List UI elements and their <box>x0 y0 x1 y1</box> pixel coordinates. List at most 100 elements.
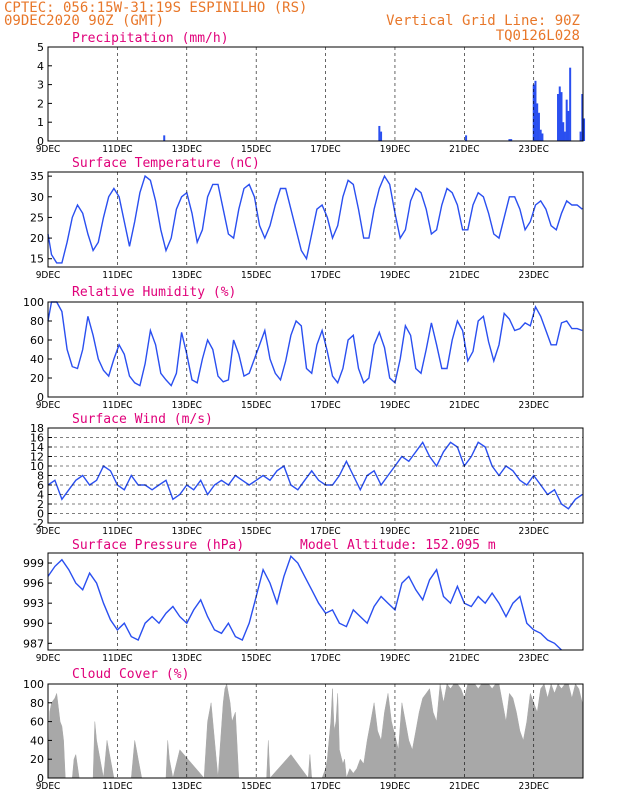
y-tick-label: 10 <box>30 460 44 473</box>
panel-frame <box>47 171 584 268</box>
x-tick-label: 23DEC <box>519 270 549 281</box>
y-tick-label: 993 <box>23 597 44 610</box>
y-tick-label: 16 <box>30 432 44 445</box>
y-tick-label: 0 <box>37 391 44 404</box>
precip-bar <box>583 118 586 141</box>
panel-frame <box>47 683 584 779</box>
precip-bar <box>558 86 561 141</box>
header-date: 09DEC2020 90Z (GMT) <box>4 13 164 29</box>
panel-1: Surface Temperature (nC) 9DEC 11DEC 13DEC 15… <box>30 156 584 281</box>
y-tick-label: 100 <box>23 678 44 691</box>
precip-bar <box>508 139 511 141</box>
y-tick-label: 6 <box>37 479 44 492</box>
precip-bar <box>567 110 570 141</box>
precip-bar <box>163 135 166 141</box>
y-tick-label: 20 <box>30 753 44 766</box>
y-tick-label: 20 <box>30 372 44 385</box>
x-tick-label: 23DEC <box>519 653 549 664</box>
x-tick-label: 15DEC <box>241 781 271 792</box>
y-tick-label: 5 <box>37 41 44 54</box>
x-tick-label: 15DEC <box>241 144 271 155</box>
precip-bar <box>560 92 563 141</box>
panel-0: Precipitation (mm/h) 9DEC 11DEC 13DEC 15DEC 1… <box>36 31 586 155</box>
precip-bar <box>557 94 560 141</box>
y-tick-label: 0 <box>37 135 44 148</box>
precip-bar <box>579 131 582 141</box>
x-tick-label: 17DEC <box>310 526 340 537</box>
x-tick-label: 19DEC <box>380 144 410 155</box>
precip-bar <box>565 99 568 141</box>
precip-bar <box>380 131 383 141</box>
precip-bar <box>536 103 539 141</box>
x-tick-label: 9DEC <box>36 781 61 792</box>
x-tick-label: 23DEC <box>519 144 549 155</box>
x-tick-label: 23DEC <box>519 781 549 792</box>
x-tick-label: 9DEC <box>36 526 61 537</box>
x-tick-label: 13DEC <box>172 400 202 411</box>
x-tick-label: 17DEC <box>310 653 340 664</box>
y-tick-label: 3 <box>37 79 44 92</box>
x-tick-label: 11DEC <box>102 144 132 155</box>
y-tick-label: 80 <box>30 315 44 328</box>
series-line <box>47 440 583 510</box>
x-tick-label: 19DEC <box>380 270 410 281</box>
panel-title: Cloud Cover (%) <box>72 667 189 682</box>
cloud-area <box>47 683 583 779</box>
x-tick-label: 17DEC <box>310 400 340 411</box>
y-tick-label: 2 <box>37 498 44 511</box>
x-tick-label: 17DEC <box>310 781 340 792</box>
precip-bar <box>510 139 513 141</box>
x-tick-label: 13DEC <box>172 526 202 537</box>
precip-bar <box>541 133 544 141</box>
x-tick-label: 15DEC <box>241 653 271 664</box>
panel-frame <box>47 427 584 524</box>
y-tick-label: 996 <box>23 577 44 590</box>
precip-bar <box>563 131 566 141</box>
x-tick-label: 15DEC <box>241 526 271 537</box>
panel-title: Precipitation (mm/h) <box>72 31 229 46</box>
x-tick-label: 19DEC <box>380 400 410 411</box>
header-station: CPTEC: 056:15W-31:19S ESPINILHO (RS) <box>4 0 307 16</box>
panel-title: Surface Pressure (hPa) <box>72 538 244 553</box>
y-tick-label: -2 <box>33 517 44 530</box>
y-tick-label: 8 <box>37 470 44 483</box>
y-tick-label: 0 <box>37 772 44 785</box>
y-tick-label: 0 <box>37 508 44 521</box>
x-tick-label: 11DEC <box>102 400 132 411</box>
panel-frame <box>47 301 584 398</box>
x-tick-label: 23DEC <box>519 526 549 537</box>
x-tick-label: 15DEC <box>241 270 271 281</box>
x-tick-label: 21DEC <box>449 781 479 792</box>
y-tick-label: 987 <box>23 637 44 650</box>
x-tick-label: 13DEC <box>172 781 202 792</box>
x-tick-label: 17DEC <box>310 270 340 281</box>
y-tick-label: 60 <box>30 334 44 347</box>
panel-2: Relative Humidity (%) 9DEC 11DEC 13DEC 15DEC… <box>23 285 584 411</box>
precip-bar <box>534 80 537 141</box>
x-tick-label: 11DEC <box>102 653 132 664</box>
y-tick-label: 15 <box>30 253 44 266</box>
x-tick-label: 13DEC <box>172 270 202 281</box>
x-tick-label: 21DEC <box>449 270 479 281</box>
panel-3: Surface Wind (m/s) 9DEC 11DEC 13DEC 15DEC 17D… <box>30 412 584 537</box>
precip-bar <box>562 122 565 141</box>
precip-bar <box>378 125 381 141</box>
y-tick-label: 80 <box>30 697 44 710</box>
panel-subtitle: Model Altitude: 152.095 m <box>300 538 496 553</box>
y-tick-label: 12 <box>30 451 44 464</box>
precip-bar <box>539 129 542 141</box>
panel-frame <box>47 46 584 142</box>
y-tick-label: 999 <box>23 557 44 570</box>
x-tick-label: 21DEC <box>449 400 479 411</box>
precip-bar <box>581 94 584 141</box>
x-tick-label: 19DEC <box>380 526 410 537</box>
x-tick-label: 15DEC <box>241 400 271 411</box>
x-tick-label: 19DEC <box>380 781 410 792</box>
x-tick-label: 21DEC <box>449 144 479 155</box>
y-tick-label: 35 <box>30 170 44 183</box>
header-run-id: TQ0126L028 <box>496 28 580 44</box>
x-tick-label: 13DEC <box>172 653 202 664</box>
y-tick-label: 25 <box>30 211 44 224</box>
